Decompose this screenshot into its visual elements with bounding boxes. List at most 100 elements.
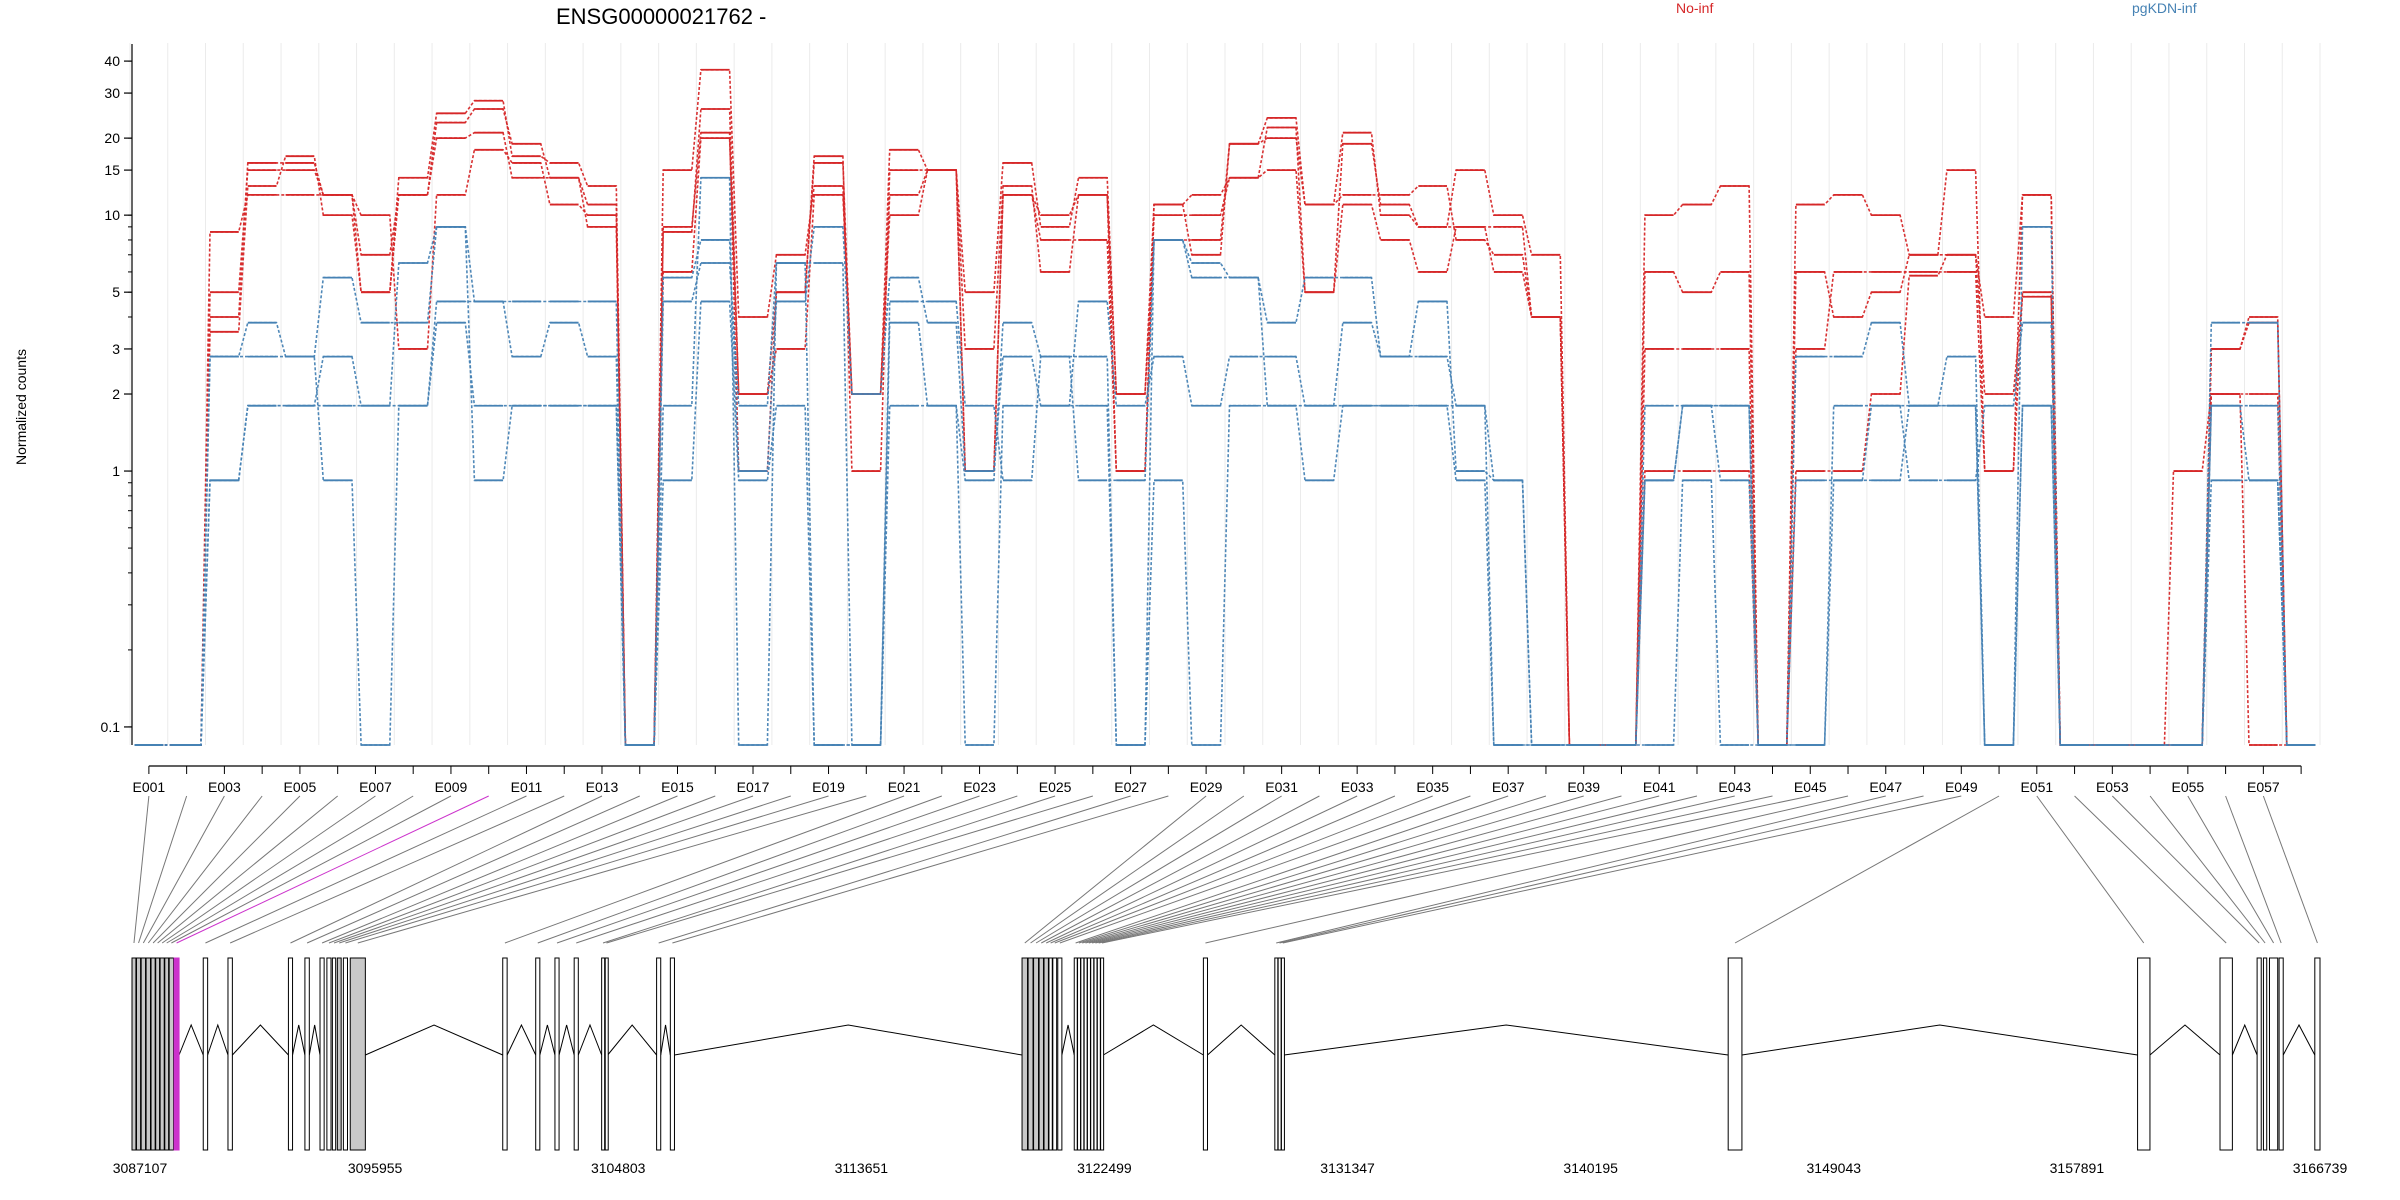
- intron-line: [2282, 1023, 2316, 1056]
- exon-tick-label: E051: [2020, 779, 2053, 795]
- exon-tick-label: E019: [812, 779, 845, 795]
- exon-connector: [1091, 795, 1698, 944]
- coordinate-label: 3166739: [2293, 1160, 2348, 1176]
- intron-line: [539, 1024, 556, 1056]
- exon-tick-label: E025: [1039, 779, 1072, 795]
- intron-line: [207, 1023, 229, 1056]
- exon-box: [535, 957, 541, 1151]
- exon-box: [326, 957, 332, 1151]
- exon-connector: [339, 795, 791, 944]
- exon-tick-label: E027: [1114, 779, 1147, 795]
- exon-connector: [328, 795, 716, 944]
- intron-line: [660, 1024, 671, 1056]
- exon-box: [342, 957, 348, 1151]
- series-line: [134, 99, 2316, 746]
- exon-box: [1083, 957, 1088, 1151]
- exon-box: [2278, 957, 2284, 1151]
- exon-box: [2268, 957, 2279, 1151]
- gene-model: [131, 957, 2321, 1151]
- exon-box: [1277, 957, 1282, 1151]
- exon-connector: [1041, 795, 1320, 944]
- exon-box: [1077, 957, 1082, 1151]
- exon-connector: [1035, 795, 1282, 944]
- coordinate-label: 3095955: [348, 1160, 403, 1176]
- exon-box: [1073, 957, 1078, 1151]
- exon-tick-label: E007: [359, 779, 392, 795]
- y-tick-label: 10: [104, 207, 120, 223]
- exon-box: [173, 957, 180, 1151]
- exon-box: [140, 957, 147, 1151]
- exon-tick-label: E047: [1869, 779, 1902, 795]
- exon-tick-label: E039: [1567, 779, 1600, 795]
- exon-box: [1027, 957, 1034, 1151]
- exon-connector: [2262, 795, 2318, 944]
- coordinate-label: 3157891: [2050, 1160, 2105, 1176]
- exon-connector: [1101, 795, 1811, 944]
- exon-box: [1727, 957, 1743, 1151]
- exon-connector: [1030, 795, 1245, 944]
- exon-connector: [1088, 795, 1660, 944]
- exon-tick-label: E035: [1416, 779, 1449, 795]
- exon-box: [1033, 957, 1040, 1151]
- exon-tick-label: E045: [1794, 779, 1827, 795]
- intron-line: [577, 1023, 603, 1056]
- exon-connector: [576, 795, 1018, 944]
- exon-box: [604, 957, 609, 1151]
- exon-tick-label: E057: [2247, 779, 2280, 795]
- legend-pgkdn-inf: pgKDN-inf: [2132, 0, 2197, 16]
- series-line: [134, 226, 2316, 746]
- y-tick-label: 40: [104, 53, 120, 69]
- exon-tick-label: E011: [511, 779, 543, 795]
- intron-line: [558, 1024, 575, 1056]
- y-tick-label: 1: [112, 463, 120, 479]
- exon-box: [1057, 957, 1063, 1151]
- y-tick-label: 3: [112, 341, 120, 357]
- chart-title: ENSG00000021762 -: [556, 4, 766, 29]
- y-tick-label: 30: [104, 85, 120, 101]
- coordinate-label: 3113651: [835, 1160, 889, 1176]
- exon-box: [349, 957, 366, 1151]
- exon-box: [2262, 957, 2268, 1151]
- exon-connector: [1085, 795, 1622, 944]
- coordinate-label: 3104803: [591, 1160, 646, 1176]
- exon-tick-label: E013: [586, 779, 619, 795]
- exon-box: [1202, 957, 1209, 1151]
- exon-connector: [1024, 795, 1207, 944]
- exon-box: [601, 957, 606, 1151]
- exon-box: [135, 957, 142, 1151]
- exon-connector: [321, 795, 678, 944]
- exon-box: [2314, 957, 2321, 1151]
- exon-connector: [229, 795, 565, 944]
- exon-connector: [290, 795, 603, 944]
- genomic-coordinate-axis: 3087107 3095955 3104803 3113651 3122499 31313…: [113, 1160, 2348, 1176]
- series-lines: [134, 68, 2316, 746]
- exon-connector: [2187, 795, 2275, 944]
- intron-line: [607, 1024, 657, 1056]
- exon-connector: [1082, 795, 1584, 944]
- y-tick-label: 5: [112, 284, 120, 300]
- exon-box: [304, 957, 310, 1151]
- intron-line: [178, 1023, 204, 1056]
- exon-connector: [161, 795, 376, 944]
- intron-line: [365, 1024, 503, 1056]
- exon-connector: [152, 795, 301, 944]
- exon-connector: [176, 795, 489, 944]
- exon-box: [2137, 957, 2151, 1151]
- exon-connector: [602, 795, 1056, 944]
- y-tick-label: 20: [104, 130, 120, 146]
- intron-line: [1741, 1024, 2138, 1056]
- exon-tick-label: E055: [2171, 779, 2204, 795]
- exon-box: [1280, 957, 1285, 1151]
- exon-connector: [157, 795, 338, 944]
- exon-box: [1093, 957, 1098, 1151]
- exon-connector: [2111, 795, 2260, 944]
- exon-box: [656, 957, 662, 1151]
- y-tick-label: 15: [104, 162, 120, 178]
- intron-line: [308, 1024, 321, 1056]
- series-line: [134, 177, 2316, 746]
- exon-box: [1048, 957, 1053, 1151]
- intron-line: [1061, 1024, 1075, 1056]
- exon-box: [145, 957, 151, 1151]
- exon-box: [155, 957, 161, 1151]
